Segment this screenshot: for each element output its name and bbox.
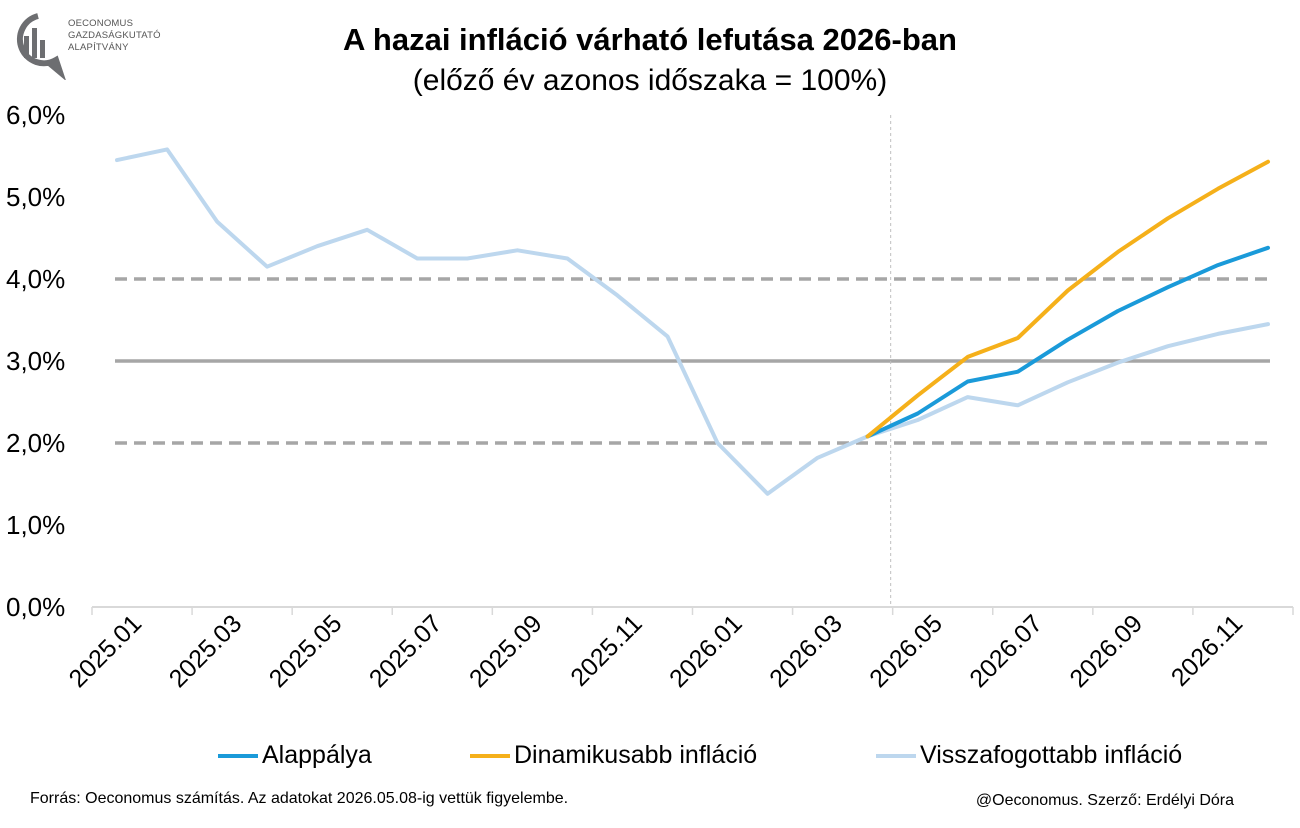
x-tick-label: 2025.07 <box>364 609 448 693</box>
x-tick-label: 2025.11 <box>565 609 647 691</box>
logo-mark-icon <box>16 13 67 82</box>
source-note: Forrás: Oeconomus számítás. Az adatokat … <box>30 790 569 807</box>
x-tick-label: 2025.05 <box>264 609 348 693</box>
x-tick-label: 2026.05 <box>864 609 948 693</box>
x-tick-label: 2026.07 <box>964 609 1048 693</box>
line-chart: 0,0%1,0%2,0%3,0%4,0%5,0%6,0%2025.01 2025.… <box>6 100 1294 693</box>
legend-label-restrained: Visszafogottabb infláció <box>920 741 1183 769</box>
legend-label-dynamic: Dinamikusabb infláció <box>514 741 758 769</box>
chart-legend: Alappálya Dinamikusabb infláció Visszafo… <box>0 741 1300 777</box>
logo-text: OECONOMUS GAZDASÁGKUTATÓ ALAPÍTVÁNY <box>68 18 161 53</box>
author-credit: @Oeconomus. Szerző: Erdélyi Dóra <box>975 792 1234 809</box>
x-tick-label: 2026.01 <box>664 609 748 693</box>
series-line-restrained <box>115 147 1270 496</box>
y-tick-label: 2,0% <box>6 428 65 458</box>
y-tick-label: 5,0% <box>6 182 65 212</box>
y-tick-label: 4,0% <box>6 264 65 294</box>
x-tick-label: 2026.11 <box>1166 609 1248 691</box>
x-tick-label: 2025.09 <box>464 609 548 693</box>
chart-title: A hazai infláció várható lefutása 2026-b… <box>343 22 957 57</box>
legend-item-dynamic: Dinamikusabb infláció <box>470 741 757 770</box>
series-line-base <box>865 245 1270 439</box>
y-tick-label: 3,0% <box>6 346 65 376</box>
oeconomus-logo: OECONOMUS GAZDASÁGKUTATÓ ALAPÍTVÁNY <box>8 10 198 82</box>
series-line-dynamic <box>865 159 1270 439</box>
x-tick-label: 2026.03 <box>764 609 848 693</box>
legend-swatch-restrained <box>876 753 916 758</box>
y-tick-label: 0,0% <box>6 592 65 622</box>
legend-swatch-dynamic <box>470 753 510 758</box>
legend-label-base: Alappálya <box>262 741 372 769</box>
x-tick-label: 2026.09 <box>1064 609 1148 693</box>
y-tick-label: 1,0% <box>6 510 65 540</box>
legend-item-base: Alappálya <box>218 741 372 770</box>
legend-swatch-base <box>218 753 258 758</box>
legend-item-restrained: Visszafogottabb infláció <box>876 741 1182 770</box>
y-tick-label: 6,0% <box>6 100 65 130</box>
x-tick-label: 2025.01 <box>64 609 148 693</box>
x-tick-label: 2025.03 <box>164 609 248 693</box>
chart-subtitle: (előző év azonos időszaka = 100%) <box>412 64 888 97</box>
